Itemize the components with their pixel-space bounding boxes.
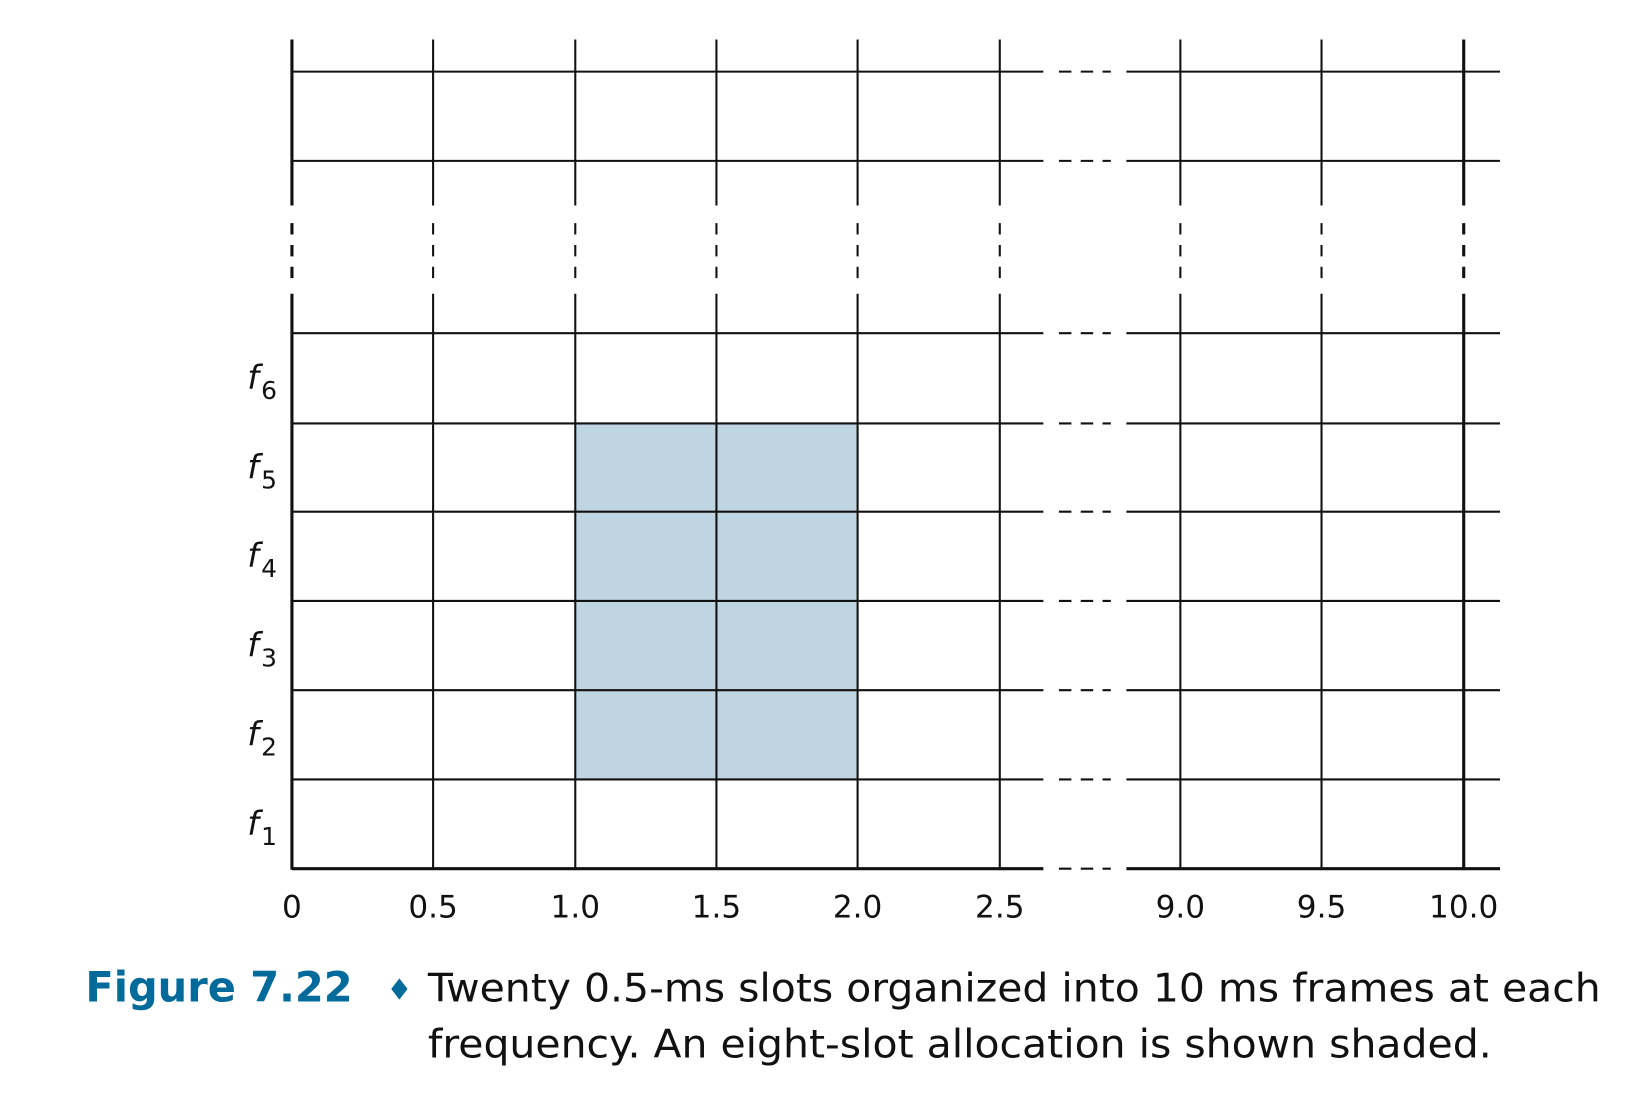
caption-line-2: frequency. An eight-slot allocation is s…: [428, 1022, 1492, 1068]
frequency-label: f2: [247, 714, 277, 761]
grid-lines: [290, 39, 1501, 871]
frequency-label: f4: [247, 536, 277, 583]
time-axis-ticks: 0 0.5 1.0 1.5 2.0 2.5 9.0 9.5 10.0: [282, 889, 1498, 925]
frequency-label: f5: [247, 447, 277, 494]
caption-label: Figure 7.22: [85, 963, 352, 1012]
frequency-labels: f1 f2 f3 f4 f5 f6: [247, 358, 277, 851]
frequency-label: f6: [247, 358, 277, 405]
frequency-label: f3: [247, 625, 277, 672]
figure-caption: Figure 7.22 ♦ Twenty 0.5-ms slots organi…: [85, 963, 1600, 1068]
caption-bullet: ♦: [386, 972, 412, 1006]
frequency-label: f1: [247, 803, 277, 850]
time-tick-label: 10.0: [1429, 889, 1498, 925]
time-tick-label: 9.0: [1156, 889, 1206, 925]
time-tick-label: 2.0: [833, 889, 883, 925]
time-tick-label: 9.5: [1297, 889, 1347, 925]
caption-line-1: Twenty 0.5-ms slots organized into 10 ms…: [427, 966, 1601, 1012]
time-tick-label: 2.5: [975, 889, 1024, 925]
time-tick-label: 1.0: [551, 889, 601, 925]
time-tick-label: 0.5: [408, 889, 458, 925]
time-tick-label: 1.5: [692, 889, 741, 925]
time-tick-label: 0: [282, 889, 302, 925]
